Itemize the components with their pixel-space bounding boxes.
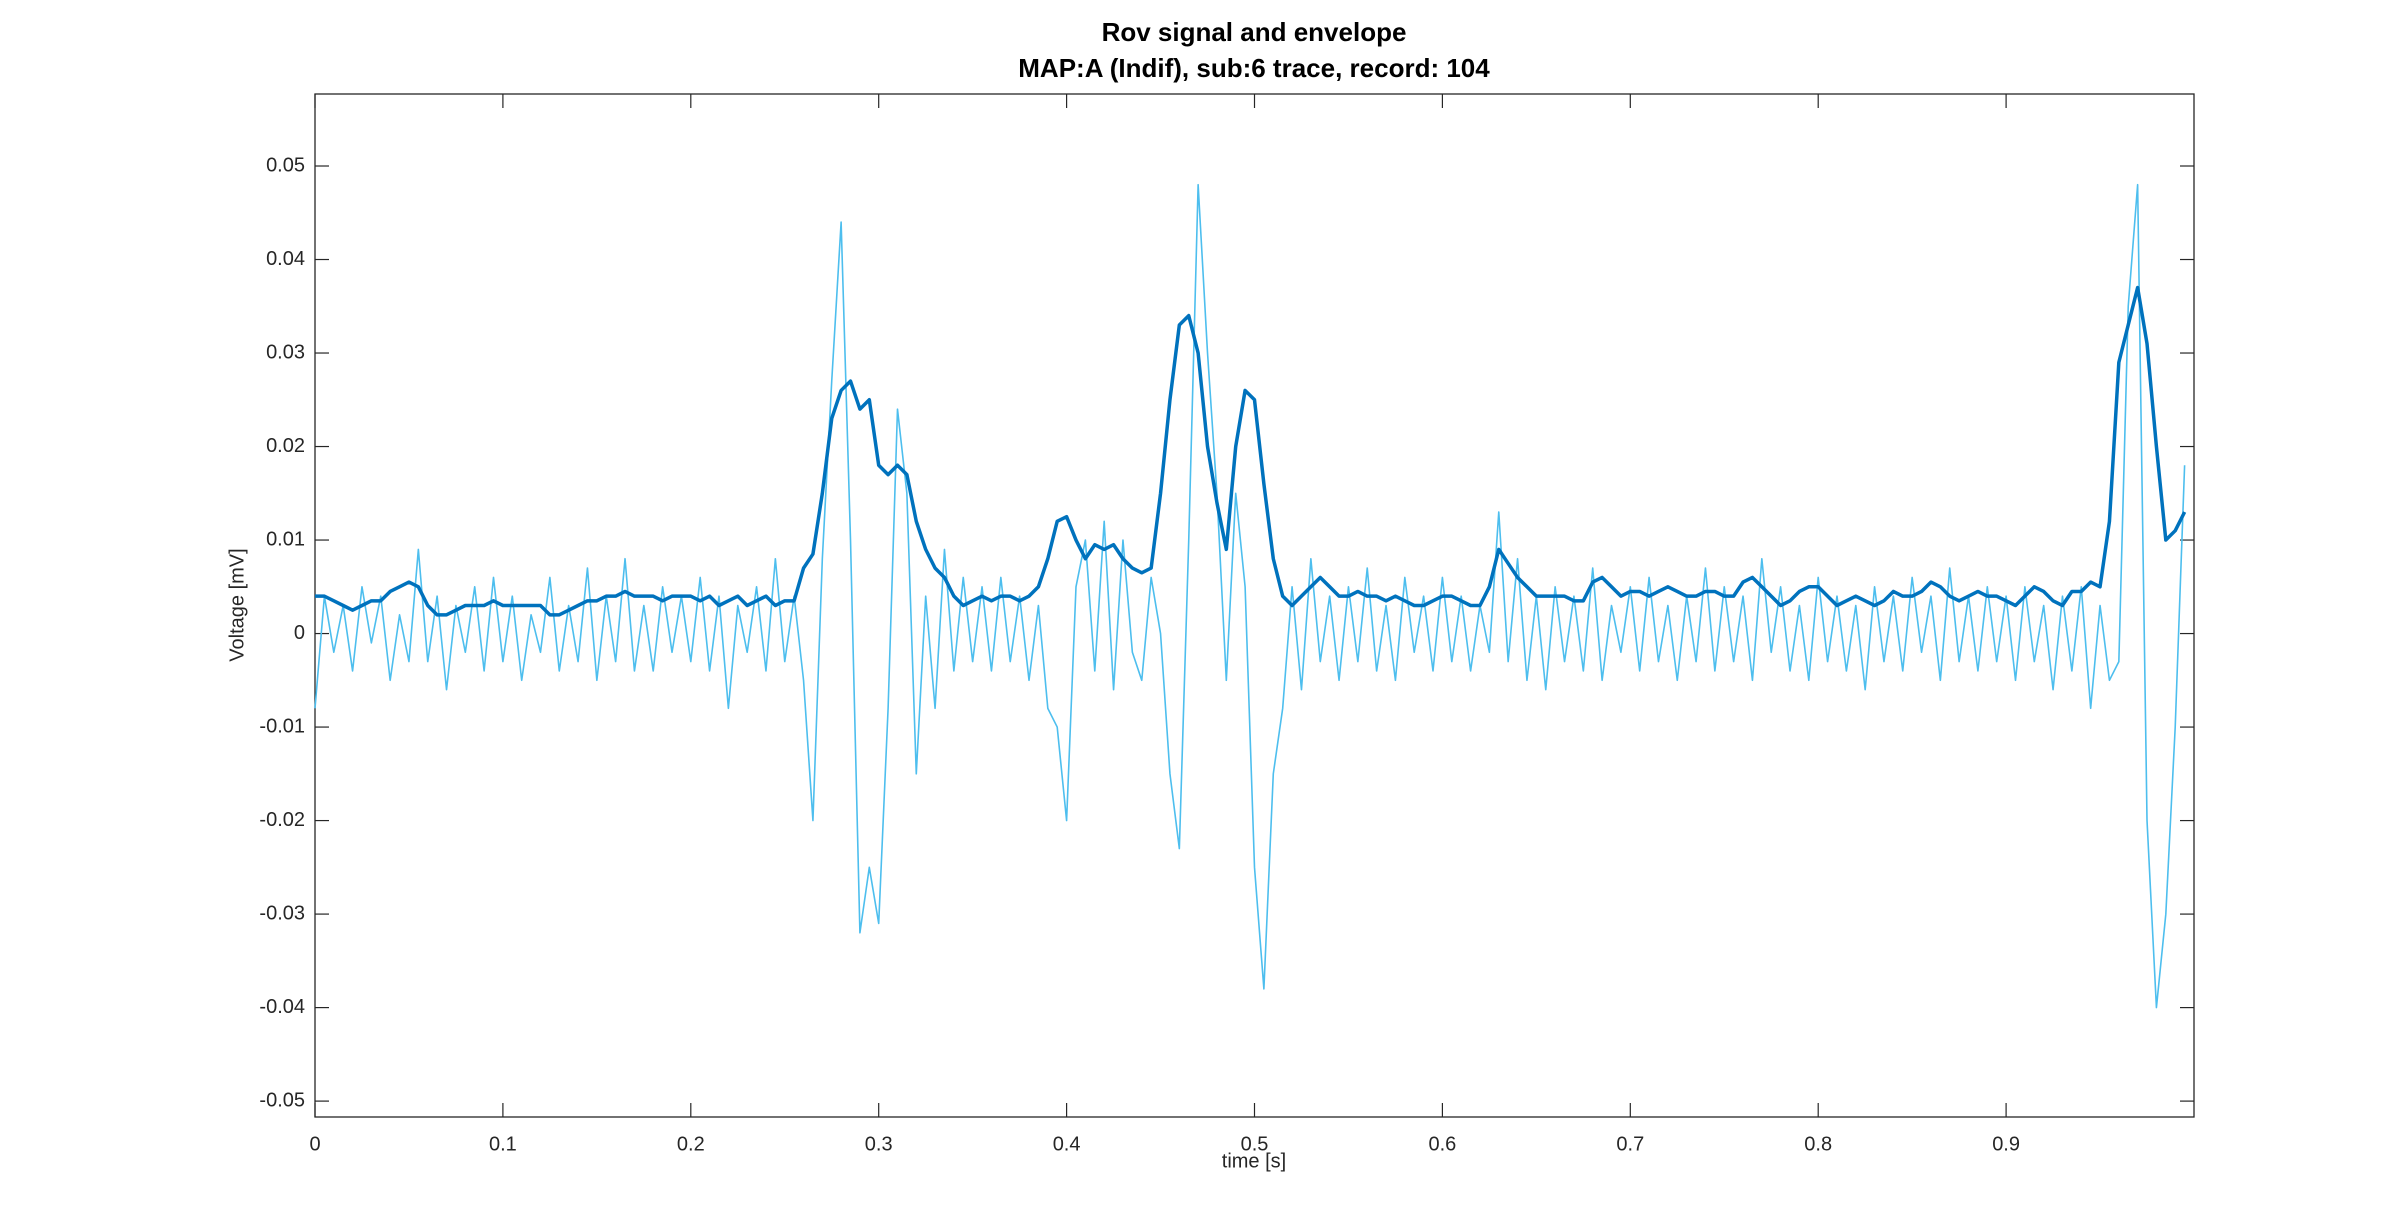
y-tick-label: 0.02 bbox=[266, 435, 305, 457]
x-tick-label: 0.1 bbox=[489, 1133, 517, 1155]
chart-subtitle: MAP:A (Indif), sub:6 trace, record: 104 bbox=[1018, 53, 1490, 83]
y-tick-label: -0.03 bbox=[259, 902, 305, 924]
x-tick-label: 0.4 bbox=[1053, 1133, 1081, 1155]
x-tick-label: 0.2 bbox=[677, 1133, 705, 1155]
y-tick-label: -0.05 bbox=[259, 1089, 305, 1111]
x-tick-label: 0.9 bbox=[1992, 1133, 2020, 1155]
y-tick-label: -0.01 bbox=[259, 715, 305, 737]
y-tick-label: 0.03 bbox=[266, 341, 305, 363]
x-tick-label: 0.3 bbox=[865, 1133, 893, 1155]
x-tick-label: 0.7 bbox=[1616, 1133, 1644, 1155]
series-line bbox=[315, 285, 2187, 617]
y-tick-label: 0.05 bbox=[266, 154, 305, 176]
x-tick-label: 0.5 bbox=[1241, 1133, 1269, 1155]
y-tick-label: 0.01 bbox=[266, 528, 305, 550]
x-tick-label: 0 bbox=[309, 1133, 320, 1155]
y-tick-label: -0.04 bbox=[259, 996, 305, 1018]
x-axis-label: time [s] bbox=[1222, 1150, 1286, 1172]
plot-area bbox=[314, 93, 2195, 1118]
y-tick-label: -0.02 bbox=[259, 809, 305, 831]
y-tick-label: 0 bbox=[294, 622, 305, 644]
chart-title: Rov signal and envelope bbox=[1102, 17, 1407, 47]
x-tick-label: 0.8 bbox=[1804, 1133, 1832, 1155]
x-tick-label: 0.6 bbox=[1428, 1133, 1456, 1155]
y-axis-label: Voltage [mV] bbox=[226, 548, 248, 661]
y-tick-label: 0.04 bbox=[266, 248, 305, 270]
